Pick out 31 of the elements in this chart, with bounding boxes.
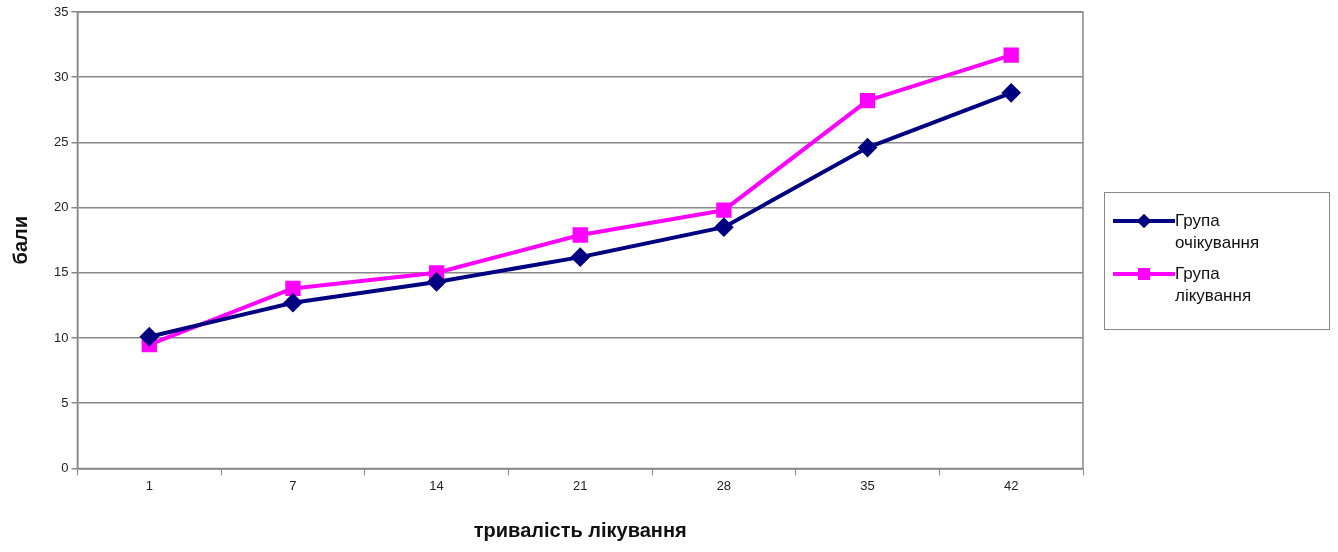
y-tick-label: 0 <box>61 459 69 475</box>
x-axis-title: тривалість лікування <box>473 518 687 541</box>
y-tick-label: 30 <box>53 68 69 84</box>
y-tick-label: 20 <box>53 199 69 215</box>
y-tick-label: 10 <box>53 329 69 345</box>
point <box>714 218 733 237</box>
point <box>285 280 301 297</box>
point <box>571 248 590 267</box>
point <box>1002 83 1021 102</box>
x-tick-label: 28 <box>716 477 732 493</box>
x-tick-label: 1 <box>145 477 153 493</box>
point <box>572 227 588 243</box>
y-tick-label: 35 <box>53 3 69 19</box>
point <box>859 93 876 109</box>
x-tick-label: 42 <box>1003 477 1019 493</box>
legend-label: Група очікування <box>1175 210 1261 254</box>
y-tick-label: 5 <box>61 394 69 410</box>
point <box>427 272 446 291</box>
point <box>716 202 732 218</box>
y-axis-title: бали <box>8 215 31 265</box>
point <box>1003 47 1019 63</box>
x-tick-label: 35 <box>860 477 875 493</box>
legend-label: Група лікування <box>1175 263 1253 307</box>
point <box>858 138 877 157</box>
y-tick-label: 15 <box>53 264 69 280</box>
x-tick-label: 14 <box>429 477 444 493</box>
x-tick-label: 21 <box>573 477 588 493</box>
point <box>283 293 302 312</box>
y-tick-label: 25 <box>53 133 69 149</box>
point <box>140 327 159 346</box>
x-tick-label: 7 <box>289 477 297 493</box>
